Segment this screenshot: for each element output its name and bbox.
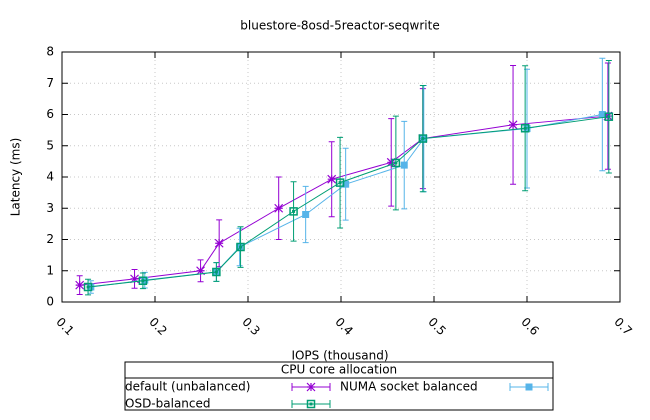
y-tick-label: 8 bbox=[46, 45, 54, 59]
marker-shape bbox=[327, 174, 337, 184]
marker bbox=[196, 266, 205, 276]
legend-label: default (unbalanced) bbox=[125, 380, 250, 394]
marker-shape bbox=[274, 203, 284, 213]
marker-shape bbox=[306, 382, 316, 392]
marker-shape bbox=[289, 207, 298, 216]
marker-shape bbox=[523, 125, 531, 133]
plot-frame bbox=[61, 51, 621, 303]
y-tick-label: 3 bbox=[46, 201, 54, 215]
marker-shape bbox=[386, 157, 396, 167]
marker-shape bbox=[214, 238, 224, 248]
x-tick-label: 0.2 bbox=[146, 315, 169, 338]
marker-shape bbox=[335, 178, 345, 187]
marker bbox=[214, 238, 224, 248]
marker bbox=[525, 383, 533, 391]
marker-shape bbox=[75, 280, 85, 290]
x-tick-label: 0.1 bbox=[53, 315, 76, 338]
marker-shape bbox=[421, 137, 425, 141]
marker-shape bbox=[525, 383, 533, 391]
marker bbox=[386, 157, 396, 167]
legend-label: NUMA socket balanced bbox=[340, 380, 478, 394]
marker bbox=[138, 276, 148, 285]
marker bbox=[508, 120, 518, 130]
legend-title: CPU core allocation bbox=[281, 363, 397, 377]
y-tick-label: 4 bbox=[46, 170, 54, 184]
marker-shape bbox=[214, 270, 218, 274]
marker bbox=[327, 174, 337, 184]
marker-shape bbox=[418, 134, 428, 143]
series-line bbox=[87, 116, 609, 288]
marker bbox=[391, 158, 401, 168]
marker bbox=[75, 280, 85, 290]
marker-shape bbox=[212, 267, 221, 277]
y-tick-label: 0 bbox=[46, 295, 54, 309]
marker bbox=[212, 267, 221, 277]
marker bbox=[598, 111, 606, 118]
marker-shape bbox=[196, 266, 205, 276]
marker bbox=[306, 382, 316, 392]
marker-shape bbox=[508, 120, 518, 130]
marker-shape bbox=[236, 242, 245, 252]
marker bbox=[289, 207, 298, 216]
marker bbox=[274, 203, 284, 213]
series-line bbox=[79, 115, 608, 286]
marker-shape bbox=[302, 211, 310, 218]
y-tick-label: 2 bbox=[46, 232, 54, 246]
y-axis-label: Latency (ms) bbox=[9, 138, 23, 217]
marker-shape bbox=[141, 279, 145, 283]
marker-shape bbox=[239, 245, 243, 249]
marker-shape bbox=[607, 115, 611, 119]
y-tick-label: 1 bbox=[46, 263, 54, 277]
y-tick-label: 7 bbox=[46, 76, 54, 90]
x-tick-label: 0.3 bbox=[239, 315, 262, 338]
marker-shape bbox=[604, 112, 614, 121]
marker-shape bbox=[342, 180, 350, 188]
chart-title: bluestore-8osd-5reactor-seqwrite bbox=[240, 19, 439, 33]
y-tick-label: 6 bbox=[46, 107, 54, 121]
marker-shape bbox=[309, 402, 313, 406]
marker bbox=[335, 178, 345, 187]
marker-shape bbox=[306, 399, 316, 409]
marker-shape bbox=[394, 161, 398, 165]
marker bbox=[523, 125, 531, 133]
x-tick-label: 0.7 bbox=[611, 315, 634, 338]
x-tick-label: 0.6 bbox=[518, 315, 541, 338]
marker bbox=[302, 211, 310, 218]
x-axis-label: IOPS (thousand) bbox=[291, 349, 388, 363]
legend-box bbox=[124, 361, 554, 411]
marker bbox=[418, 134, 428, 143]
marker-shape bbox=[138, 276, 148, 285]
marker bbox=[400, 161, 408, 169]
marker-shape bbox=[391, 158, 401, 168]
marker bbox=[604, 112, 614, 121]
marker-shape bbox=[523, 126, 527, 130]
marker-shape bbox=[598, 111, 606, 118]
legend-label: OSD-balanced bbox=[125, 397, 211, 411]
marker bbox=[236, 242, 245, 252]
marker bbox=[520, 124, 530, 133]
marker-shape bbox=[86, 285, 90, 289]
marker-shape bbox=[400, 161, 408, 169]
marker-shape bbox=[83, 282, 93, 292]
marker-shape bbox=[130, 274, 139, 284]
marker-shape bbox=[520, 124, 530, 133]
x-tick-label: 0.5 bbox=[425, 315, 448, 338]
marker bbox=[130, 274, 139, 284]
marker bbox=[342, 180, 350, 188]
marker-shape bbox=[338, 181, 342, 185]
x-tick-label: 0.4 bbox=[332, 315, 355, 338]
y-tick-label: 5 bbox=[46, 138, 54, 152]
marker bbox=[306, 399, 316, 409]
marker-shape bbox=[292, 209, 296, 213]
marker bbox=[83, 282, 93, 292]
